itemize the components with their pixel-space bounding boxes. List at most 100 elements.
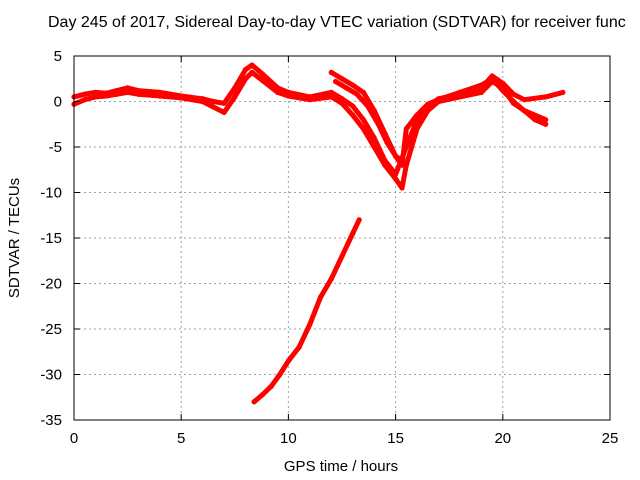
data-point xyxy=(157,93,163,99)
data-point xyxy=(260,71,266,77)
data-point xyxy=(510,98,517,105)
data-point xyxy=(92,94,99,100)
series-trace-3 xyxy=(328,69,549,168)
data-point xyxy=(249,62,255,68)
data-point xyxy=(560,89,566,95)
data-point xyxy=(328,276,334,282)
data-point xyxy=(232,85,238,91)
data-point xyxy=(356,217,362,223)
x-tick-label: 0 xyxy=(70,430,78,447)
data-point xyxy=(332,78,339,85)
data-point xyxy=(521,108,527,114)
y-tick-label: -10 xyxy=(40,185,62,202)
data-point xyxy=(92,89,99,95)
data-point xyxy=(350,112,356,118)
data-point xyxy=(478,89,484,95)
y-tick-label: -35 xyxy=(40,412,62,429)
data-point xyxy=(350,103,356,109)
data-point xyxy=(251,399,257,405)
y-tick-label: -25 xyxy=(40,321,62,338)
data-point xyxy=(543,121,549,127)
data-point xyxy=(543,94,549,100)
data-point xyxy=(354,91,360,97)
data-point xyxy=(200,98,206,105)
data-point xyxy=(375,121,382,127)
data-point xyxy=(242,67,249,73)
tick-layer: 0 5 10 15 20 25 5 0 -5 -10 -15 -20 -25 -30 -35 xyxy=(40,48,618,447)
x-tick-label: 15 xyxy=(387,430,404,447)
data-point xyxy=(425,101,431,107)
data-point xyxy=(307,97,313,103)
data-point xyxy=(489,76,495,82)
x-tick-label: 10 xyxy=(280,430,297,447)
data-point xyxy=(382,162,388,168)
data-point xyxy=(232,94,238,100)
data-point xyxy=(446,93,452,99)
data-point xyxy=(384,139,390,146)
data-point xyxy=(500,87,506,94)
series-layer xyxy=(71,62,566,405)
y-tick-label: 5 xyxy=(54,48,62,65)
data-point xyxy=(478,82,484,88)
data-point xyxy=(350,230,356,237)
data-point xyxy=(403,126,409,132)
data-point xyxy=(543,117,549,123)
data-point xyxy=(82,97,88,103)
data-point xyxy=(221,100,227,106)
data-point xyxy=(260,77,266,84)
series-trace-4 xyxy=(332,78,405,164)
data-point xyxy=(371,135,377,141)
data-point xyxy=(371,144,377,150)
data-point xyxy=(403,162,409,168)
x-tick-label: 20 xyxy=(494,430,511,447)
series-trace-5 xyxy=(251,217,362,405)
data-point xyxy=(414,112,420,118)
y-tick-label: -20 xyxy=(40,276,62,293)
data-point xyxy=(221,109,227,116)
x-tick-label: 25 xyxy=(602,430,619,447)
data-point xyxy=(510,91,517,97)
chart-title: Day 245 of 2017, Sidereal Day-to-day VTE… xyxy=(48,14,626,31)
data-point xyxy=(425,108,431,114)
data-point xyxy=(414,126,420,132)
data-point xyxy=(317,294,324,300)
data-point xyxy=(350,82,356,88)
data-point xyxy=(365,103,371,109)
data-point xyxy=(268,383,274,389)
data-point xyxy=(135,91,141,97)
data-point xyxy=(307,321,313,328)
data-point xyxy=(393,153,399,159)
data-point xyxy=(285,358,291,364)
data-point xyxy=(125,85,131,91)
grid-layer xyxy=(74,56,610,420)
y-tick-label: -5 xyxy=(49,139,62,156)
data-point xyxy=(393,176,399,182)
y-tick-label: 0 xyxy=(54,94,62,111)
data-point xyxy=(328,69,334,75)
data-point xyxy=(343,85,349,91)
data-point xyxy=(360,126,367,132)
data-point xyxy=(285,93,291,99)
data-point xyxy=(435,97,442,103)
data-point xyxy=(339,100,345,106)
data-point xyxy=(296,344,302,350)
data-point xyxy=(399,185,405,191)
data-point xyxy=(399,162,405,168)
data-point xyxy=(103,93,109,99)
data-point xyxy=(339,253,345,259)
data-point xyxy=(249,69,255,75)
data-point xyxy=(360,89,367,95)
series-line xyxy=(333,79,405,164)
data-point xyxy=(210,104,216,110)
data-point xyxy=(360,117,367,123)
data-point xyxy=(457,94,463,100)
data-point xyxy=(328,89,334,95)
data-point xyxy=(242,76,249,82)
data-point xyxy=(339,76,345,82)
series-line xyxy=(71,69,549,191)
data-point xyxy=(457,89,463,95)
y-tick-label: -15 xyxy=(40,230,62,247)
data-point xyxy=(277,371,283,378)
data-point xyxy=(125,89,131,95)
data-point xyxy=(82,91,88,97)
